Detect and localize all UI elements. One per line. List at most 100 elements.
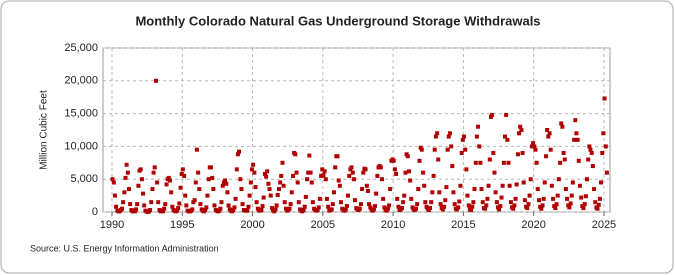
point — [603, 144, 608, 149]
point — [261, 195, 266, 200]
point — [282, 200, 287, 205]
point — [363, 167, 368, 172]
point — [396, 204, 401, 209]
point — [588, 147, 593, 152]
point — [192, 198, 197, 203]
point — [254, 200, 259, 205]
point — [440, 207, 445, 212]
point — [251, 162, 256, 167]
point — [501, 160, 506, 165]
point — [392, 167, 397, 172]
point — [380, 177, 385, 182]
point — [164, 182, 169, 187]
point — [528, 177, 533, 182]
point — [518, 124, 523, 129]
point — [320, 167, 325, 172]
point — [205, 193, 210, 198]
point — [421, 170, 426, 175]
point — [128, 202, 133, 207]
point — [265, 169, 270, 174]
point — [451, 190, 456, 195]
point — [224, 181, 229, 186]
point — [559, 121, 564, 126]
point — [139, 177, 144, 182]
point — [326, 204, 331, 209]
point — [577, 183, 582, 188]
point — [446, 134, 451, 139]
point — [310, 200, 315, 205]
point — [415, 202, 420, 207]
point — [513, 196, 518, 201]
point — [414, 206, 419, 211]
point — [331, 190, 336, 195]
point — [336, 178, 341, 183]
point — [435, 131, 440, 136]
point — [505, 137, 510, 142]
point — [135, 202, 140, 207]
point — [395, 196, 400, 201]
point — [561, 150, 566, 155]
point — [433, 134, 438, 139]
y-tick-label: 20,000 — [64, 75, 98, 87]
point — [343, 207, 348, 212]
point — [526, 202, 531, 207]
point — [584, 177, 589, 182]
point — [520, 150, 525, 155]
point — [507, 183, 512, 188]
point — [461, 134, 466, 139]
point — [443, 198, 448, 203]
point — [432, 147, 437, 152]
point — [345, 193, 350, 198]
x-tick-label: 2025 — [592, 219, 616, 231]
point — [575, 137, 580, 142]
point — [262, 171, 267, 176]
point — [175, 208, 180, 213]
point — [295, 180, 300, 185]
point — [238, 177, 243, 182]
point — [127, 187, 132, 192]
point — [548, 147, 553, 152]
point — [232, 205, 237, 210]
point — [555, 193, 560, 198]
point — [364, 183, 369, 188]
point — [567, 205, 572, 210]
point — [231, 208, 236, 213]
point — [553, 206, 558, 211]
point — [223, 178, 228, 183]
point — [338, 200, 343, 205]
point — [309, 180, 314, 185]
point — [357, 206, 362, 211]
point — [305, 177, 310, 182]
point — [382, 205, 387, 210]
point — [234, 167, 239, 172]
point — [307, 153, 312, 158]
point — [583, 194, 588, 199]
point — [156, 200, 161, 205]
point — [405, 154, 410, 159]
point — [179, 171, 184, 176]
point — [123, 175, 128, 180]
point — [438, 202, 443, 207]
point — [537, 198, 542, 203]
point — [472, 187, 477, 192]
point — [237, 149, 242, 154]
point — [198, 202, 203, 207]
point — [428, 206, 433, 211]
point — [490, 112, 495, 117]
point — [602, 96, 607, 101]
point — [406, 169, 411, 174]
point — [535, 187, 540, 192]
point — [150, 187, 155, 192]
point — [372, 204, 377, 209]
point — [319, 173, 324, 178]
point — [445, 147, 450, 152]
point — [151, 170, 156, 175]
point — [177, 201, 182, 206]
point — [287, 206, 292, 211]
y-axis-label: Million Cubic Feet — [39, 90, 50, 170]
point — [136, 183, 141, 188]
point — [431, 173, 436, 178]
point — [558, 160, 563, 165]
point — [474, 134, 479, 139]
point — [601, 131, 606, 136]
